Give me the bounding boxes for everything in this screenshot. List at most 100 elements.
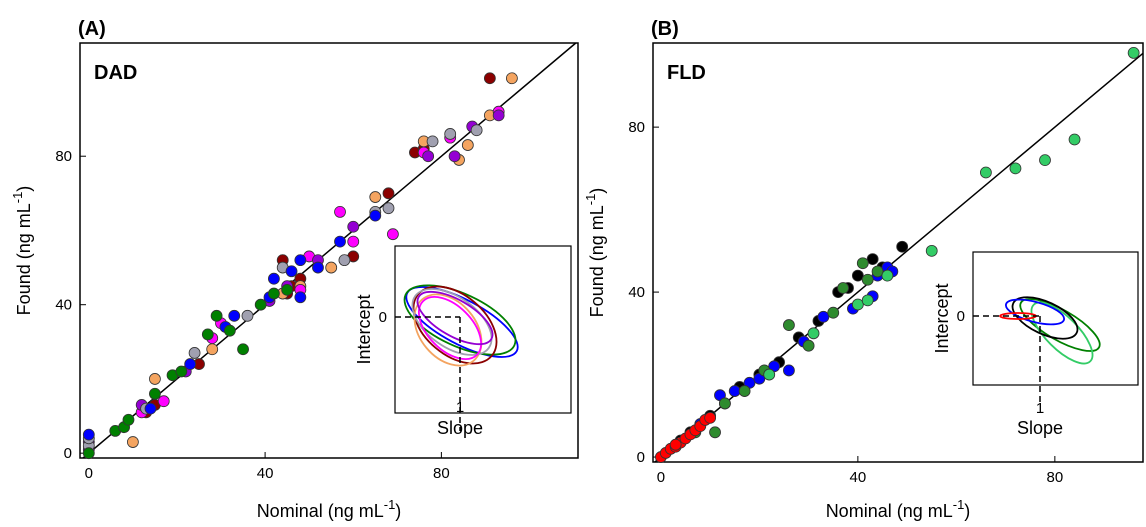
y-axis-label-end: ) xyxy=(587,188,607,194)
point xyxy=(1127,46,1140,59)
point xyxy=(925,244,938,257)
y-axis-label-end: ) xyxy=(14,186,34,192)
point xyxy=(1009,162,1022,175)
point xyxy=(334,235,346,248)
y-axis-label: Found (ng mL-1) xyxy=(10,186,34,316)
inset-x-label: Slope xyxy=(437,418,483,438)
point xyxy=(338,254,351,267)
point xyxy=(827,306,840,319)
point xyxy=(149,373,161,385)
x-axis-label: Nominal (ng mL-1) xyxy=(257,497,402,521)
x-axis-label-text: Nominal (ng mL xyxy=(257,501,384,521)
point xyxy=(505,72,518,85)
inset-x-tick-label: 1 xyxy=(456,399,464,416)
point xyxy=(144,402,157,415)
y-tick-label: 80 xyxy=(55,148,72,165)
y-tick-label: 40 xyxy=(55,297,72,314)
point xyxy=(223,324,236,337)
plot-frame xyxy=(652,42,1144,463)
point xyxy=(175,365,188,378)
x-axis-label-end: ) xyxy=(964,501,970,521)
x-tick-label: 0 xyxy=(657,469,665,486)
inset-frame xyxy=(394,245,572,414)
point xyxy=(802,339,815,352)
point xyxy=(201,328,214,341)
point xyxy=(856,257,869,270)
x-tick-label: 40 xyxy=(257,465,274,482)
inset-ellipse xyxy=(1030,301,1094,365)
point xyxy=(382,187,395,200)
point xyxy=(783,364,795,377)
inset-ellipse xyxy=(403,284,517,356)
y-axis-label-sup: -1 xyxy=(10,192,25,204)
x-axis-label-text: Nominal (ng mL xyxy=(826,501,953,521)
point xyxy=(807,327,820,340)
point xyxy=(861,273,874,286)
x-tick-label: 40 xyxy=(850,469,867,486)
point xyxy=(347,235,360,248)
point xyxy=(837,282,849,294)
point xyxy=(881,269,894,282)
point xyxy=(347,220,360,233)
y-axis-label-text: Found (ng mL xyxy=(587,205,607,317)
inset-x-tick-label: 1 xyxy=(1036,400,1044,417)
inset-y-tick-label: 0 xyxy=(957,308,965,325)
point xyxy=(157,395,170,408)
point xyxy=(492,109,505,122)
point xyxy=(426,135,439,148)
point xyxy=(817,310,830,323)
inset-frame xyxy=(972,251,1139,386)
point xyxy=(851,269,864,282)
point xyxy=(334,205,346,218)
inset-ellipse xyxy=(411,288,493,356)
point xyxy=(228,309,241,322)
point xyxy=(980,166,992,179)
plot-frame xyxy=(79,42,579,459)
point xyxy=(718,397,731,410)
y-tick-label: 40 xyxy=(628,284,645,301)
point xyxy=(448,150,461,163)
point xyxy=(871,265,884,278)
y-axis-label: Found (ng mL-1) xyxy=(583,188,607,318)
point xyxy=(254,298,267,311)
point xyxy=(1039,154,1051,167)
panel-annotation: FLD xyxy=(667,62,706,84)
point xyxy=(184,358,197,370)
inset-ellipse xyxy=(416,290,494,346)
point xyxy=(866,253,879,265)
point xyxy=(763,368,776,381)
point xyxy=(896,240,909,253)
point xyxy=(783,319,795,331)
y-tick-label: 0 xyxy=(64,445,72,462)
inset-ellipse xyxy=(418,296,482,360)
inset-ellipse xyxy=(1005,298,1065,326)
point xyxy=(387,228,399,241)
point xyxy=(210,309,223,322)
point xyxy=(126,436,139,448)
point xyxy=(206,343,219,356)
point xyxy=(122,413,135,426)
point xyxy=(728,385,741,397)
point xyxy=(294,291,307,304)
inset-y-tick-label: 0 xyxy=(379,309,387,326)
point xyxy=(709,426,721,439)
point xyxy=(422,150,435,163)
panel-label: (B) xyxy=(651,18,679,40)
panel-label: (A) xyxy=(78,18,106,40)
point xyxy=(82,428,95,441)
point xyxy=(470,124,483,137)
point xyxy=(483,72,496,85)
point xyxy=(382,202,395,215)
point xyxy=(325,261,338,274)
y-tick-label: 0 xyxy=(637,449,645,466)
inset-y-label: Intercept xyxy=(932,283,952,353)
x-tick-label: 0 xyxy=(85,465,93,482)
panel-annotation: DAD xyxy=(94,62,137,84)
y-tick-label: 80 xyxy=(628,119,645,136)
point xyxy=(312,261,324,274)
point xyxy=(241,309,254,322)
x-tick-label: 80 xyxy=(1047,469,1064,486)
point xyxy=(704,411,717,424)
